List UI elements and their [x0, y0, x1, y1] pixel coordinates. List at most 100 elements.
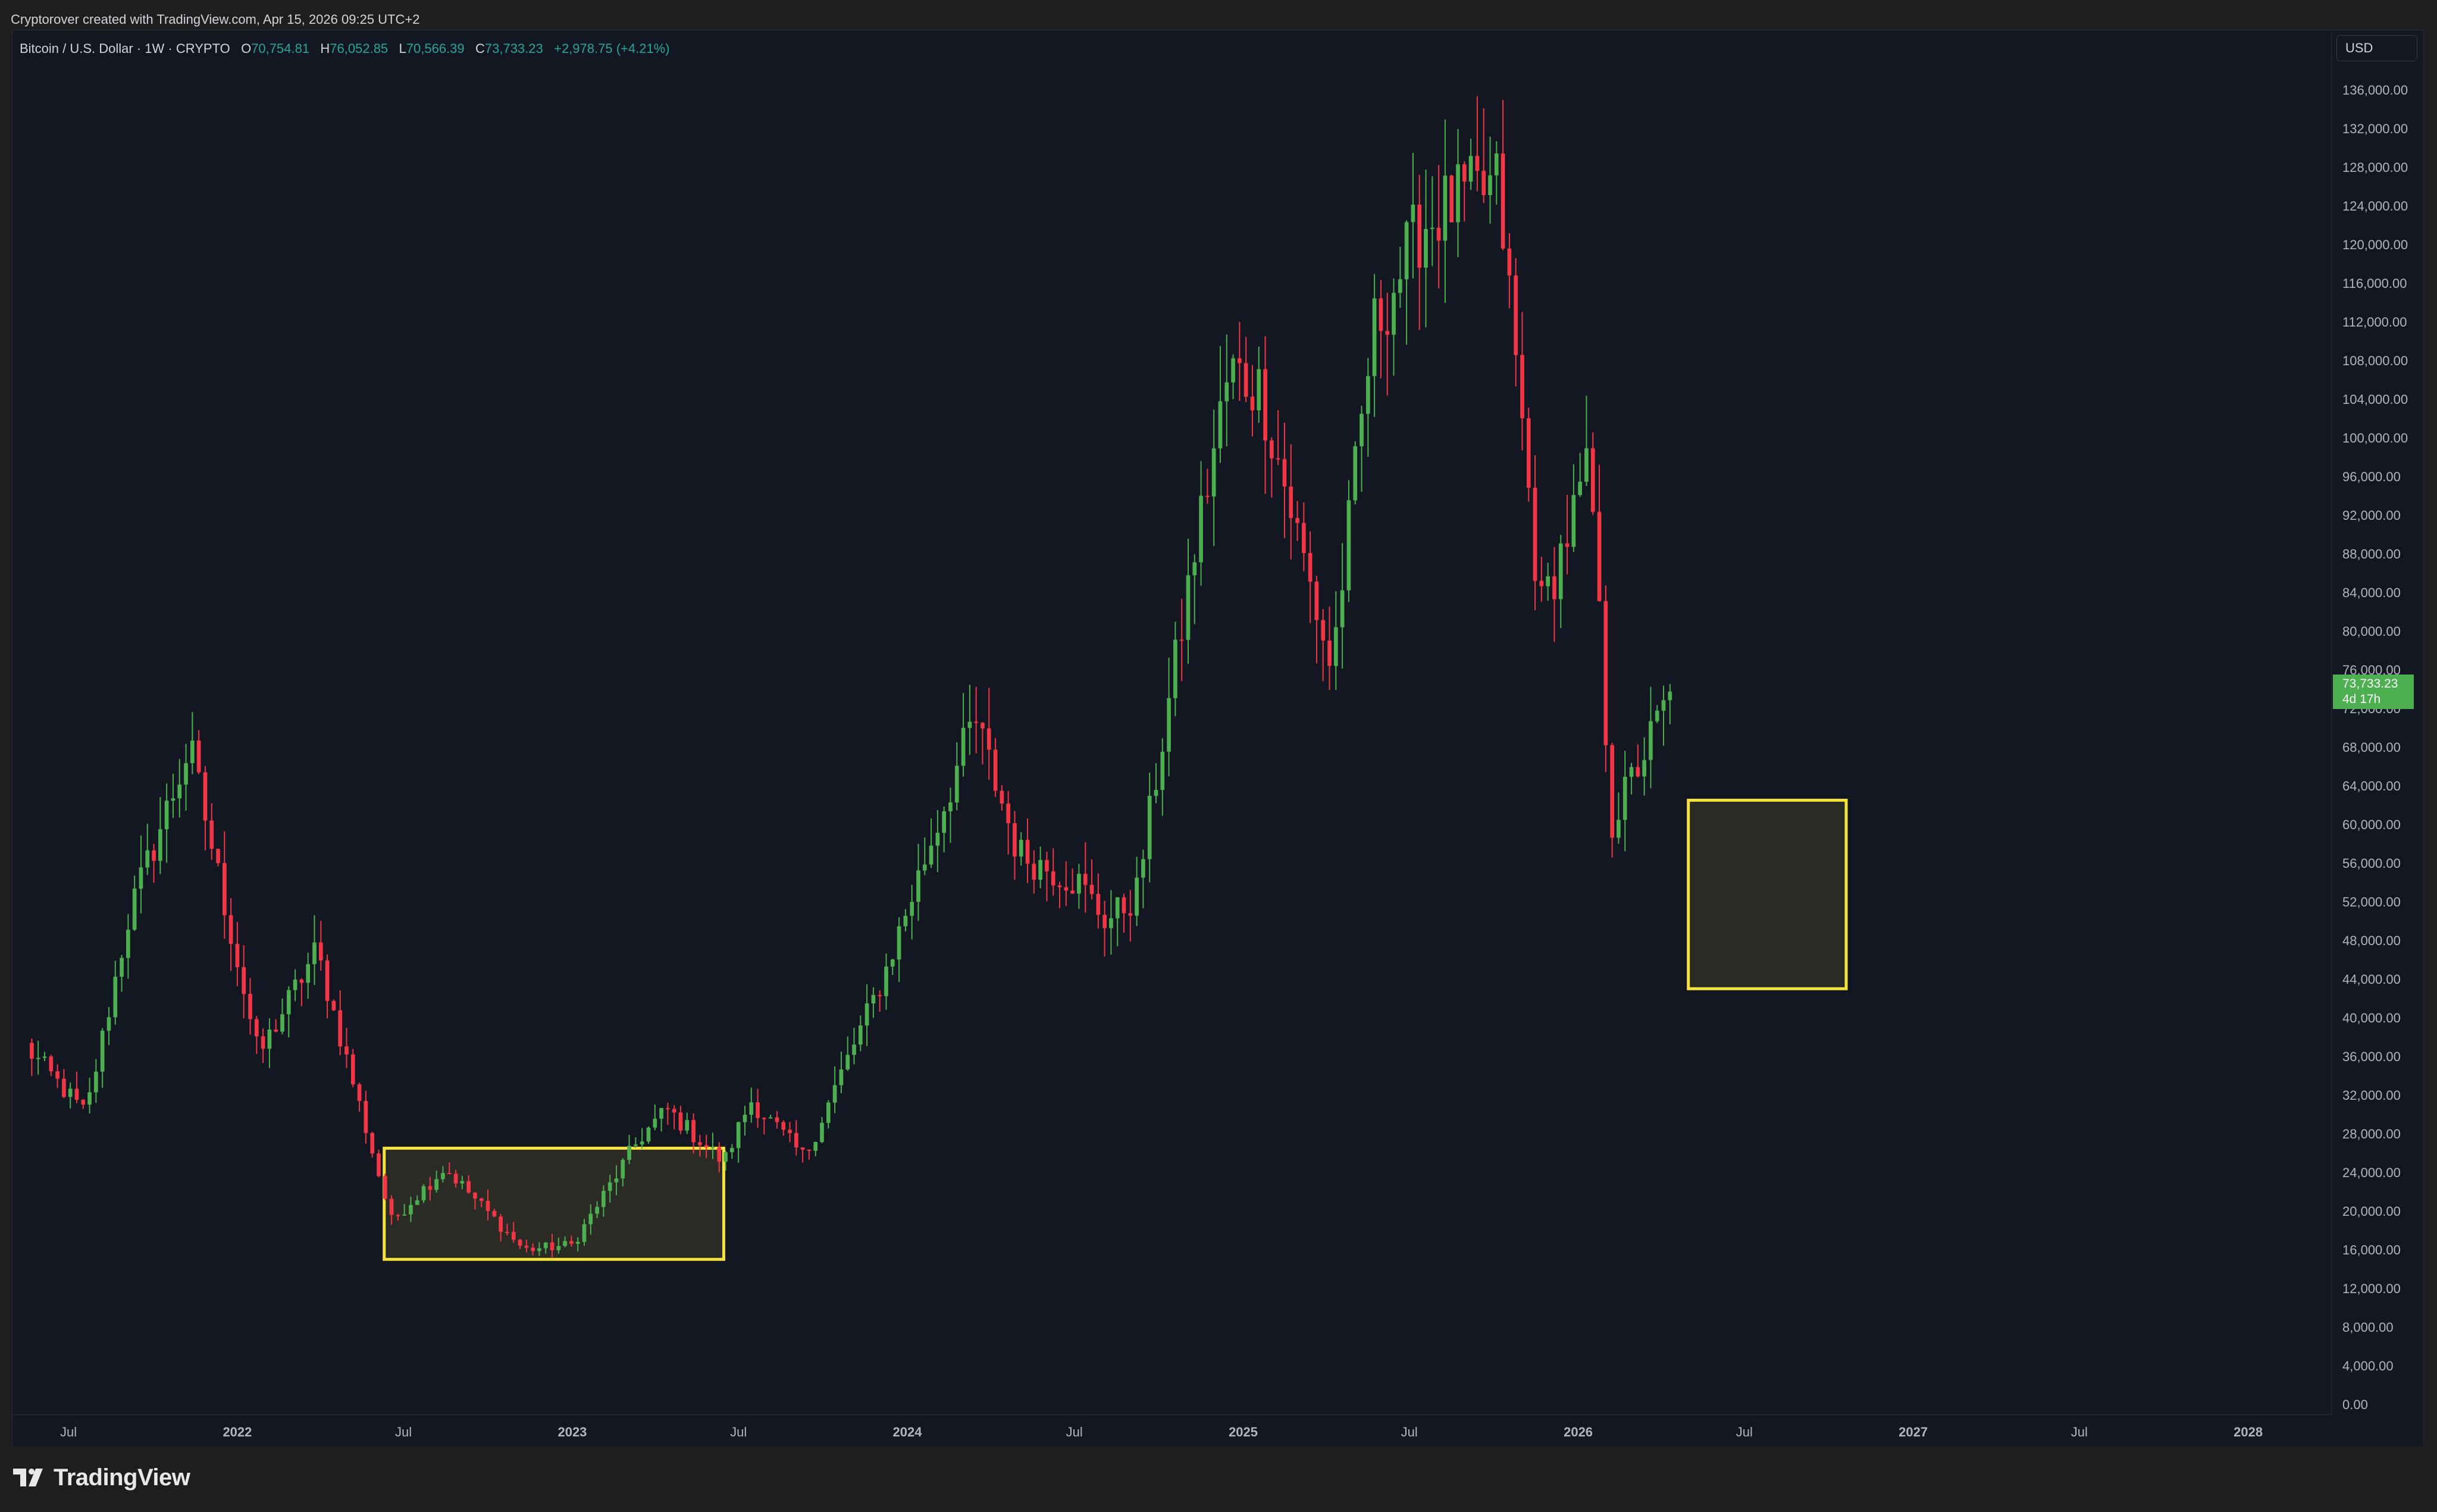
candle-body [563, 1241, 567, 1246]
x-tick-label: Jul [730, 1425, 747, 1439]
candle-body [1135, 877, 1139, 916]
high-label: H [320, 41, 330, 56]
candle-body [832, 1085, 837, 1103]
candle-body [1514, 275, 1518, 355]
candle-body [871, 995, 876, 1003]
candle-body [306, 964, 311, 983]
candle-body [614, 1178, 619, 1182]
candle-body [890, 959, 895, 967]
x-tick-label: Jul [1736, 1425, 1753, 1439]
candle-body [1006, 804, 1011, 824]
y-tick-label: 56,000.00 [2342, 856, 2401, 871]
x-tick-label: 2026 [1564, 1425, 1593, 1439]
candle-body [1488, 175, 1492, 196]
x-tick-label: Jul [60, 1425, 77, 1439]
candle-body [1179, 639, 1184, 641]
candle-body [1064, 887, 1069, 891]
candle-body [710, 1147, 715, 1149]
candle-body [30, 1043, 34, 1059]
candle-body [852, 1044, 856, 1055]
candle-body [698, 1142, 702, 1146]
candle-body [132, 888, 137, 930]
candle-body [1360, 413, 1364, 447]
candle-body [1000, 790, 1004, 804]
currency-button[interactable]: USD [2336, 35, 2417, 61]
candle-body [1032, 864, 1036, 880]
candle-body [1308, 553, 1313, 582]
candle-body [1610, 745, 1614, 838]
candle-body [1468, 156, 1473, 182]
candle-body [800, 1147, 805, 1150]
candle-body [602, 1191, 606, 1207]
candle-body [1494, 153, 1499, 175]
candle-body [749, 1102, 754, 1115]
candle-body [383, 1176, 387, 1199]
symbol-label[interactable]: Bitcoin / U.S. Dollar · 1W · CRYPTO [20, 41, 230, 56]
candle-body [485, 1200, 490, 1211]
y-tick-label: 60,000.00 [2342, 817, 2401, 832]
candle-body [986, 728, 991, 750]
candle-body [505, 1231, 509, 1233]
candle-body [717, 1147, 722, 1162]
candle-body [621, 1159, 625, 1179]
candle-body [704, 1145, 709, 1147]
candle-body [1167, 698, 1171, 752]
candle-body [184, 763, 188, 785]
candle-body [646, 1127, 651, 1142]
candle-body [1243, 363, 1248, 397]
y-tick-label: 24,000.00 [2342, 1165, 2401, 1180]
candle-body [106, 1017, 111, 1031]
y-tick-label: 52,000.00 [2342, 895, 2401, 909]
candle-body [1622, 776, 1627, 820]
tradingview-wordmark: TradingView [54, 1464, 190, 1491]
candle-body [723, 1152, 728, 1162]
candle-body [1661, 700, 1666, 711]
candle-body [1436, 227, 1441, 241]
candle-body [634, 1144, 638, 1146]
candle-body [389, 1199, 394, 1215]
candle-body [672, 1109, 676, 1113]
chart-legend: Bitcoin / U.S. Dollar · 1W · CRYPTO O70,… [20, 41, 670, 57]
candle-body [1501, 153, 1505, 249]
candle-body [967, 722, 972, 728]
candle-body [113, 977, 118, 1018]
candle-body [916, 870, 920, 902]
y-tick-label: 68,000.00 [2342, 740, 2401, 755]
low-label: L [399, 41, 406, 56]
candle-body [948, 802, 953, 811]
candle-body [781, 1122, 786, 1130]
x-tick-label: 2022 [223, 1425, 252, 1439]
candle-body [659, 1108, 663, 1119]
candle-body [1013, 823, 1017, 857]
candle-body [1141, 859, 1145, 878]
candle-body [756, 1102, 760, 1118]
candle-body [807, 1149, 812, 1151]
candle-body [1424, 229, 1428, 268]
candle-body [364, 1101, 368, 1133]
tradingview-logo[interactable]: TradingView [13, 1462, 190, 1493]
candle-body [653, 1118, 657, 1128]
candle-body [1481, 171, 1486, 196]
candle-body [396, 1215, 400, 1216]
y-tick-label: 40,000.00 [2342, 1011, 2401, 1025]
candle-body [267, 1029, 272, 1049]
candle-body [858, 1025, 863, 1045]
candle-body [492, 1210, 497, 1217]
candle-body [139, 867, 143, 889]
candle-body [209, 820, 214, 849]
candle-body [685, 1119, 690, 1131]
candle-body [1218, 401, 1223, 448]
candle-body [1539, 581, 1544, 586]
candle-body [1597, 512, 1602, 601]
candle-body [550, 1242, 555, 1250]
candle-body [518, 1240, 522, 1246]
candle-body [441, 1173, 445, 1180]
plot-area[interactable]: 0.00 4,000.00 8,000.00 12,000.00 16,000.00 20… [12, 30, 2408, 1439]
candle-body [434, 1179, 439, 1190]
candle-body [1314, 581, 1319, 620]
candle-body [1045, 859, 1049, 871]
candle-body [1147, 795, 1152, 859]
candle-body [691, 1119, 696, 1143]
candle-body [1321, 620, 1326, 641]
candle-body [1160, 751, 1165, 790]
